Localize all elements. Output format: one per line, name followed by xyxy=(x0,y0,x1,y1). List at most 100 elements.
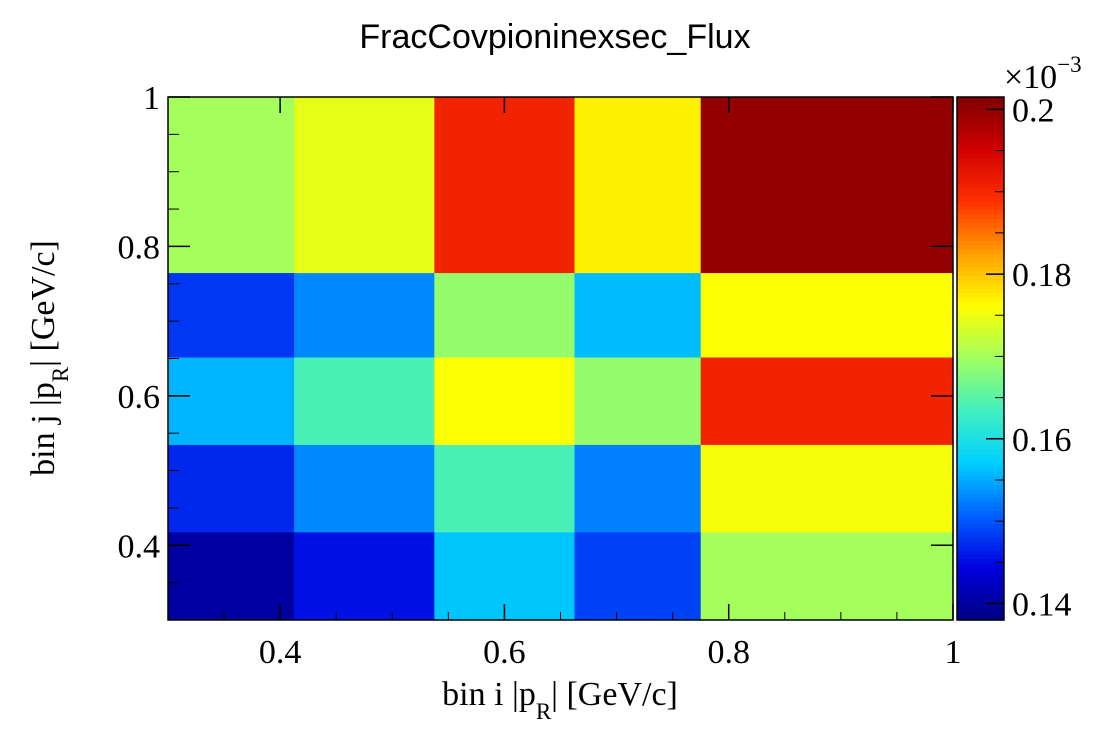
color-scale-band xyxy=(957,362,1004,368)
color-scale-band xyxy=(957,236,1004,242)
x-tick-label: 0.4 xyxy=(259,634,302,671)
color-scale-band xyxy=(957,127,1004,133)
heatmap-cell xyxy=(168,272,295,358)
color-scale-band xyxy=(957,598,1004,604)
color-scale-band xyxy=(957,428,1004,434)
y-tick-label: 0.4 xyxy=(118,528,161,565)
color-scale-band xyxy=(957,528,1004,534)
color-scale-band xyxy=(957,131,1004,137)
color-scale-band xyxy=(957,258,1004,264)
color-scale-band xyxy=(957,323,1004,329)
heatmap-cell xyxy=(168,97,295,274)
heatmap-cell xyxy=(700,444,954,533)
color-scale-band xyxy=(957,310,1004,316)
y-axis: 0.4 0.6 0.8 1 xyxy=(118,80,953,621)
color-scale-band xyxy=(957,415,1004,421)
color-scale-band xyxy=(957,232,1004,238)
color-scale-band xyxy=(957,201,1004,207)
color-scale-band xyxy=(957,585,1004,591)
heatmap-cell xyxy=(574,444,702,533)
color-scale-band xyxy=(957,515,1004,521)
color-scale-band xyxy=(957,423,1004,429)
color-scale-band xyxy=(957,293,1004,299)
color-scale-band xyxy=(957,314,1004,320)
color-scale-band xyxy=(957,205,1004,211)
color-scale-band xyxy=(957,271,1004,277)
heatmap-cell xyxy=(434,272,576,358)
color-scale-band xyxy=(957,101,1004,107)
color-scale-band xyxy=(957,497,1004,503)
color-scale-band xyxy=(957,153,1004,159)
color-scale-band xyxy=(957,123,1004,129)
color-scale-band xyxy=(957,511,1004,516)
color-scale-band xyxy=(957,493,1004,499)
heatmap-cells xyxy=(168,97,954,621)
color-scale-band xyxy=(957,253,1004,259)
color-scale-band xyxy=(957,179,1004,185)
color-scale-band xyxy=(957,367,1004,373)
z-tick-label: 0.18 xyxy=(1012,257,1072,294)
color-scale-band xyxy=(957,171,1004,177)
heatmap-cell xyxy=(434,97,576,274)
color-scale-band xyxy=(957,572,1004,578)
color-scale-band xyxy=(957,354,1004,360)
color-scale-band xyxy=(957,223,1004,229)
color-scale-band xyxy=(957,384,1004,390)
color-scale-band xyxy=(957,480,1004,486)
color-scale-band xyxy=(957,110,1004,116)
color-scale-band xyxy=(957,589,1004,595)
color-scale-band xyxy=(957,445,1004,451)
heatmap-cell xyxy=(294,444,435,533)
color-scale-band xyxy=(957,144,1004,150)
color-scale-band xyxy=(957,410,1004,416)
color-scale-band xyxy=(957,502,1004,508)
color-scale-band xyxy=(957,319,1004,325)
color-scale-band xyxy=(957,249,1004,255)
color-scale-band xyxy=(957,162,1004,168)
color-scale-band xyxy=(957,402,1004,408)
y-tick-label: 0.6 xyxy=(118,379,161,416)
x-axis: 0.4 0.6 0.8 1 xyxy=(167,97,962,671)
x-tick-label: 0.8 xyxy=(707,634,750,671)
color-scale-band xyxy=(957,419,1004,425)
color-scale-band xyxy=(957,245,1004,251)
color-scale-band xyxy=(957,240,1004,246)
color-scale-band xyxy=(957,345,1004,351)
color-scale-band xyxy=(957,506,1004,512)
heatmap-cell xyxy=(168,444,295,533)
color-scale-band xyxy=(957,611,1004,617)
color-scale-band xyxy=(957,327,1004,333)
x-axis-label: bin i |pR| [GeV/c] xyxy=(442,676,678,724)
z-tick-label: 0.2 xyxy=(1012,92,1055,129)
heatmap-cell xyxy=(700,531,954,621)
color-scale-band xyxy=(957,192,1004,198)
color-scale-band xyxy=(957,389,1004,394)
color-scale-band xyxy=(957,219,1004,224)
heatmap-cell xyxy=(294,531,435,621)
heatmap-cell xyxy=(574,531,702,621)
heatmap-cell xyxy=(574,357,702,445)
color-scale-band xyxy=(957,118,1004,124)
color-scale-band xyxy=(957,188,1004,194)
x-tick-label: 0.6 xyxy=(483,634,526,671)
color-scale-band xyxy=(957,262,1004,268)
heatmap-cell xyxy=(294,272,435,358)
color-scale-band xyxy=(957,149,1004,155)
color-scale-band xyxy=(957,371,1004,377)
color-scale-band xyxy=(957,349,1004,355)
heatmap-cell xyxy=(700,357,954,445)
color-scale-band xyxy=(957,214,1004,220)
color-scale-band xyxy=(957,436,1004,442)
color-scale-band xyxy=(957,467,1004,473)
color-scale-band xyxy=(957,114,1004,120)
color-scale-band xyxy=(957,184,1004,190)
color-scale-band xyxy=(957,306,1004,312)
color-scale-band xyxy=(957,136,1004,142)
color-scale-band xyxy=(957,537,1004,543)
color-scale-band xyxy=(957,432,1004,438)
color-scale-band xyxy=(957,341,1004,347)
color-scale-band xyxy=(957,532,1004,538)
y-tick-label: 0.8 xyxy=(118,229,161,266)
color-scale-band xyxy=(957,393,1004,399)
color-scale-band xyxy=(957,580,1004,586)
